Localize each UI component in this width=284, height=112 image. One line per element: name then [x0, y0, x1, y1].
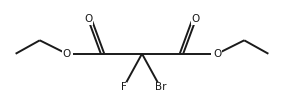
- Text: O: O: [84, 14, 92, 24]
- Text: O: O: [62, 49, 71, 59]
- Text: Br: Br: [155, 82, 166, 92]
- Text: O: O: [213, 49, 222, 59]
- Text: O: O: [192, 14, 200, 24]
- Text: F: F: [121, 82, 126, 92]
